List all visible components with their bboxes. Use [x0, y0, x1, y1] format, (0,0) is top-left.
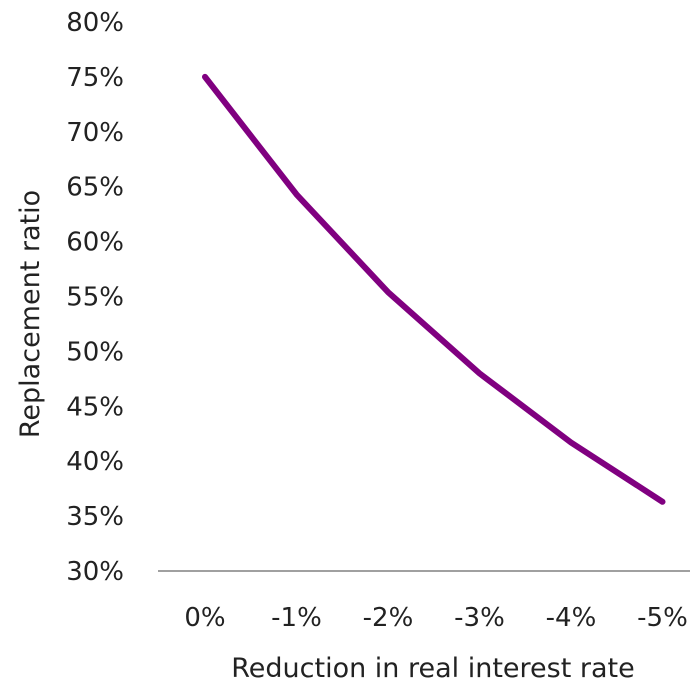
x-axis-ticks: 0% -1% -2% -3% -4% -5% — [184, 603, 687, 633]
x-tick-label: -3% — [454, 603, 505, 633]
y-tick-label: 50% — [66, 337, 124, 367]
series-group — [202, 73, 666, 505]
x-tick-label: -1% — [271, 603, 322, 633]
y-axis-ticks: 30% 35% 40% 45% 50% 55% 60% 65% 70% 75% 80% — [66, 8, 124, 587]
series-line — [202, 73, 666, 505]
x-tick-label: 0% — [184, 603, 225, 633]
y-tick-label: 65% — [66, 173, 124, 203]
y-tick-label: 45% — [66, 392, 124, 422]
y-tick-label: 60% — [66, 228, 124, 258]
y-tick-label: 30% — [66, 557, 124, 587]
x-tick-label: -2% — [363, 603, 414, 633]
y-tick-label: 75% — [66, 63, 124, 93]
y-tick-label: 40% — [66, 447, 124, 477]
y-axis-label: Replacement ratio — [15, 190, 46, 438]
y-tick-label: 70% — [66, 118, 124, 148]
y-tick-label: 80% — [66, 8, 124, 38]
x-tick-label: -4% — [546, 603, 597, 633]
y-tick-label: 35% — [66, 502, 124, 532]
x-axis-label: Reduction in real interest rate — [231, 653, 635, 684]
x-tick-label: -5% — [637, 603, 688, 633]
y-tick-label: 55% — [66, 283, 124, 313]
